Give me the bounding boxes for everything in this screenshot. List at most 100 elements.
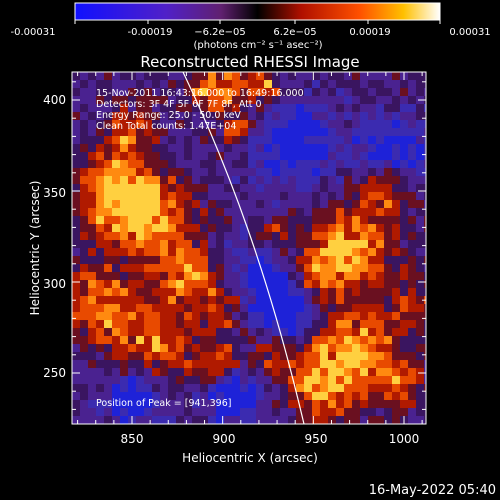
- heatmap-cell: [208, 296, 216, 304]
- heatmap-cell: [400, 296, 408, 304]
- heatmap-cell: [352, 160, 360, 168]
- heatmap-cell: [120, 360, 128, 368]
- heatmap-cell: [232, 80, 240, 88]
- heatmap-cell: [392, 400, 400, 408]
- heatmap-cell: [152, 96, 160, 104]
- heatmap-cell: [80, 224, 88, 232]
- heatmap-cell: [168, 360, 176, 368]
- heatmap-cell: [264, 256, 272, 264]
- heatmap-cell: [112, 184, 120, 192]
- heatmap-cell: [224, 368, 232, 376]
- heatmap-cell: [384, 168, 392, 176]
- heatmap-cell: [408, 144, 416, 152]
- heatmap-cell: [360, 112, 368, 120]
- heatmap-cell: [232, 200, 240, 208]
- heatmap-cell: [424, 240, 426, 248]
- heatmap-cell: [224, 152, 232, 160]
- heatmap-cell: [312, 288, 320, 296]
- heatmap-cell: [80, 240, 88, 248]
- heatmap-cell: [176, 112, 184, 120]
- heatmap-cell: [152, 256, 160, 264]
- heatmap-cell: [288, 192, 296, 200]
- heatmap-cell: [168, 120, 176, 128]
- heatmap-cell: [168, 112, 176, 120]
- heatmap-cell: [296, 160, 304, 168]
- heatmap-cell: [128, 208, 136, 216]
- heatmap-cell: [240, 104, 248, 112]
- heatmap-cell: [272, 392, 280, 400]
- heatmap-cell: [384, 336, 392, 344]
- heatmap-cell: [224, 232, 232, 240]
- heatmap-cell: [216, 368, 224, 376]
- heatmap-cell: [160, 240, 168, 248]
- heatmap-cell: [328, 104, 336, 112]
- heatmap-cell: [408, 216, 416, 224]
- heatmap-cell: [120, 352, 128, 360]
- heatmap-cell: [344, 232, 352, 240]
- y-tick-label: 400: [43, 93, 66, 107]
- heatmap-cell: [104, 112, 112, 120]
- heatmap-cell: [144, 168, 152, 176]
- heatmap-cell: [288, 240, 296, 248]
- heatmap-cell: [304, 88, 312, 96]
- heatmap-cell: [368, 104, 376, 112]
- heatmap-cell: [424, 192, 426, 200]
- heatmap-cell: [392, 248, 400, 256]
- heatmap-cell: [416, 232, 424, 240]
- heatmap-cell: [216, 256, 224, 264]
- heatmap-cell: [240, 352, 248, 360]
- heatmap-cell: [424, 128, 426, 136]
- heatmap-cell: [264, 272, 272, 280]
- heatmap-cell: [336, 88, 344, 96]
- heatmap-cell: [248, 400, 256, 408]
- heatmap-cell: [112, 408, 120, 416]
- heatmap-cell: [184, 104, 192, 112]
- heatmap-cell: [152, 400, 160, 408]
- heatmap-cell: [208, 376, 216, 384]
- heatmap-cell: [88, 216, 96, 224]
- heatmap-cell: [248, 248, 256, 256]
- heatmap-cell: [136, 232, 144, 240]
- heatmap-cell: [328, 160, 336, 168]
- heatmap-cell: [104, 232, 112, 240]
- heatmap-cell: [272, 400, 280, 408]
- heatmap-cell: [144, 136, 152, 144]
- heatmap-cell: [272, 376, 280, 384]
- heatmap-cell: [128, 376, 136, 384]
- heatmap-cell: [200, 232, 208, 240]
- heatmap-cell: [72, 248, 80, 256]
- heatmap-cell: [104, 240, 112, 248]
- heatmap-cell: [144, 160, 152, 168]
- heatmap-cell: [208, 104, 216, 112]
- heatmap-cell: [304, 352, 312, 360]
- heatmap-cell: [224, 264, 232, 272]
- heatmap-cell: [128, 352, 136, 360]
- heatmap-cell: [408, 408, 416, 416]
- heatmap-cell: [264, 376, 272, 384]
- heatmap-cell: [112, 144, 120, 152]
- heatmap-cell: [80, 168, 88, 176]
- heatmap-cell: [256, 80, 264, 88]
- heatmap-cell: [344, 240, 352, 248]
- heatmap-cell: [256, 272, 264, 280]
- heatmap-cell: [152, 248, 160, 256]
- heatmap-cell: [320, 248, 328, 256]
- heatmap-cell: [384, 312, 392, 320]
- heatmap-cell: [96, 248, 104, 256]
- heatmap-cell: [384, 128, 392, 136]
- heatmap-cell: [224, 200, 232, 208]
- heatmap-cell: [264, 144, 272, 152]
- heatmap-cell: [224, 400, 232, 408]
- heatmap-cell: [392, 200, 400, 208]
- heatmap-cell: [168, 272, 176, 280]
- heatmap-cell: [136, 336, 144, 344]
- heatmap-cell: [296, 152, 304, 160]
- heatmap-cell: [288, 256, 296, 264]
- heatmap-cell: [344, 80, 352, 88]
- heatmap-cell: [136, 408, 144, 416]
- heatmap-cell: [200, 248, 208, 256]
- heatmap-cell: [192, 312, 200, 320]
- heatmap-cell: [344, 392, 352, 400]
- heatmap-cell: [240, 312, 248, 320]
- heatmap-cell: [232, 136, 240, 144]
